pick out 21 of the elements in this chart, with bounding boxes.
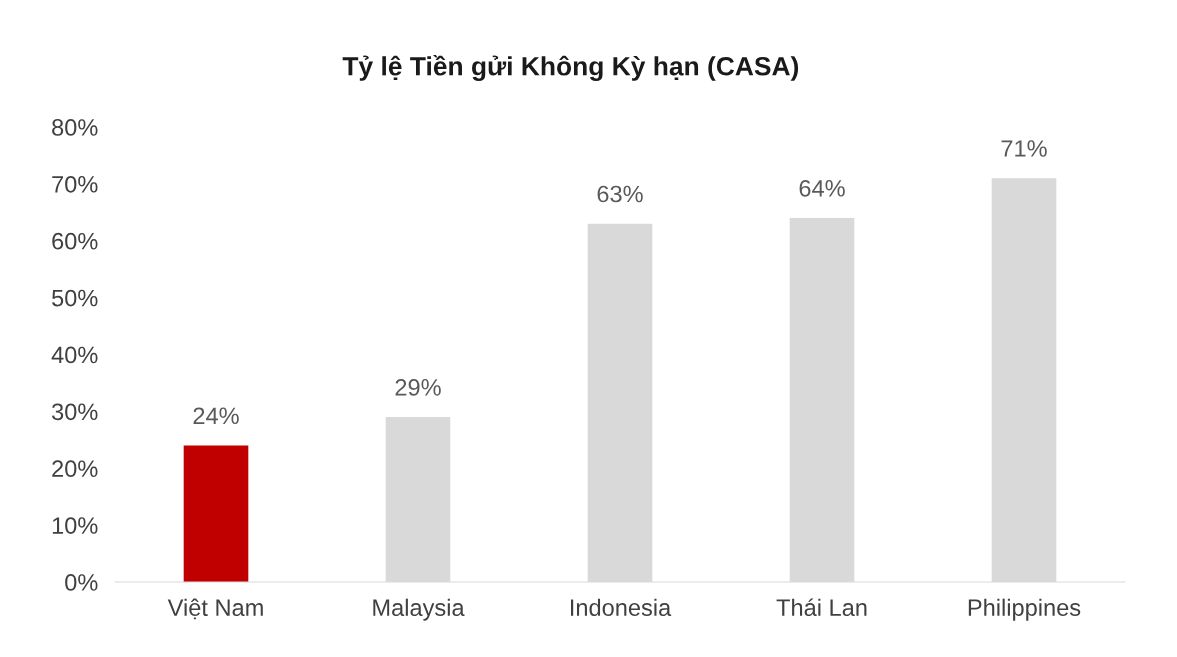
y-tick-label: 30%: [51, 403, 98, 421]
chart-title: Tỷ lệ Tiền gửi Không Kỳ hạn (CASA): [342, 55, 799, 81]
x-tick-label: Philippines: [968, 598, 1081, 621]
bar: [183, 445, 249, 582]
data-label: 29%: [395, 379, 441, 396]
x-tick-label: Việt Nam: [167, 598, 263, 620]
data-label: 63%: [597, 185, 643, 203]
x-tick-label: Indonesia: [570, 598, 672, 617]
data-label: 71%: [1001, 140, 1047, 157]
x-tick-label: Thái Lan: [776, 598, 867, 617]
y-tick-label: 0%: [65, 574, 98, 591]
y-tick-label: 40%: [51, 346, 98, 364]
data-label: 24%: [193, 407, 239, 425]
y-tick-label: 70%: [52, 175, 98, 193]
y-tick-label: 10%: [52, 517, 98, 534]
y-tick-label: 80%: [52, 119, 98, 136]
data-label: 64%: [799, 179, 845, 197]
x-tick-label: Malaysia: [373, 598, 465, 621]
y-tick-label: 50%: [52, 289, 98, 307]
y-tick-label: 20%: [52, 460, 98, 478]
y-tick-label: 60%: [52, 232, 98, 250]
